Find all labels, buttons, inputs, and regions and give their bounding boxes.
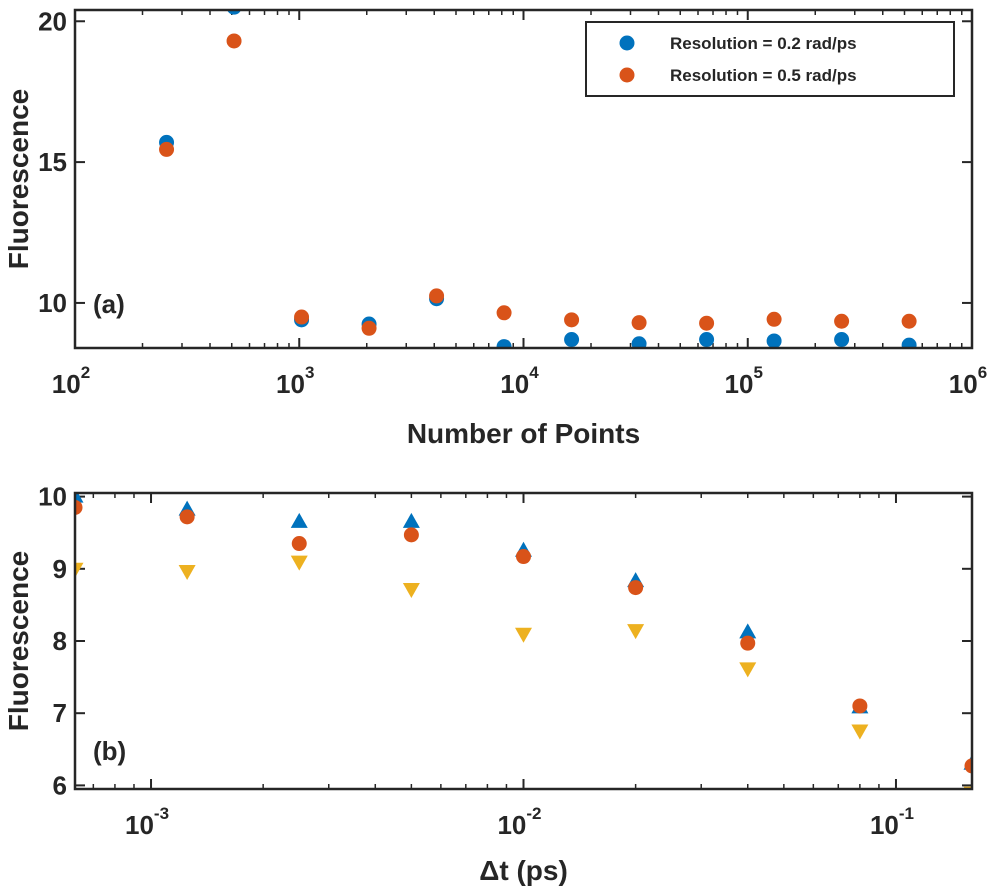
data-point <box>852 698 868 714</box>
y-axis-title: Fluorescence <box>3 551 34 732</box>
data-point <box>766 333 782 348</box>
y-axis-title: Fluorescence <box>3 89 34 270</box>
data-point <box>851 724 869 740</box>
legend-label: Resolution = 0.5 rad/ps <box>670 66 857 85</box>
panel-a: 102 103 104 105 106 10 15 20 Number of Points Flu… <box>3 6 987 449</box>
data-point <box>834 313 850 329</box>
data-point <box>739 623 757 639</box>
x-tick-label: 104 <box>500 363 539 399</box>
data-point <box>178 564 196 580</box>
data-point <box>75 562 84 578</box>
x-tick-exponent: 5 <box>753 363 762 382</box>
panel-label: (a) <box>93 289 125 319</box>
y-tick-label: 9 <box>53 554 67 584</box>
y-tick-label: 20 <box>38 6 67 36</box>
data-point <box>901 313 917 329</box>
x-tick-exponent: 4 <box>529 363 539 382</box>
x-tick-exponent: 6 <box>978 363 987 382</box>
axes-box <box>73 491 974 791</box>
data-point <box>290 555 308 571</box>
y-tick-label: 10 <box>38 482 67 512</box>
x-tick-label: 10-1 <box>870 804 914 840</box>
panel-b: 10-3 10-2 10-1 6 7 8 9 10 Δt (ps) Fluorescence (b) <box>3 482 974 886</box>
data-point <box>739 662 757 678</box>
x-tick-exponent: -3 <box>154 804 169 823</box>
y-tick-label: 6 <box>53 770 67 800</box>
x-tick-label: 102 <box>52 363 90 399</box>
data-point <box>159 141 175 157</box>
data-point <box>75 493 84 503</box>
data-point <box>564 312 580 328</box>
data-point <box>766 311 782 327</box>
data-point <box>631 315 647 331</box>
data-point <box>227 10 242 15</box>
markers <box>75 493 972 789</box>
x-tick-exponent: -2 <box>526 804 541 823</box>
data-point <box>290 512 308 528</box>
data-point <box>291 536 307 552</box>
data-point <box>294 309 310 325</box>
legend-marker <box>619 35 635 51</box>
data-point <box>403 527 419 543</box>
y-tick-label: 15 <box>38 147 67 177</box>
x-tick-exponent: 2 <box>81 363 90 382</box>
panel-label: (b) <box>93 736 126 766</box>
markers <box>159 10 917 348</box>
data-point <box>901 337 917 348</box>
x-tick-label: 103 <box>276 363 314 399</box>
x-tick-label: 10-2 <box>497 804 541 840</box>
legend-marker <box>619 67 635 83</box>
x-tick-exponent: 3 <box>305 363 314 382</box>
data-point <box>361 320 377 336</box>
x-tick-label: 106 <box>949 363 987 399</box>
data-point <box>631 336 647 348</box>
data-point <box>515 627 532 643</box>
y-tick-label: 8 <box>53 626 67 656</box>
data-point <box>402 512 420 528</box>
data-point <box>627 624 645 640</box>
data-point <box>834 332 850 348</box>
data-point <box>964 758 972 774</box>
x-tick-label: 10-3 <box>125 804 169 840</box>
y-tick-label: 10 <box>38 288 67 318</box>
data-point <box>516 549 531 565</box>
data-point <box>496 305 512 321</box>
data-point <box>740 635 756 651</box>
x-tick-label: 105 <box>725 363 763 399</box>
x-tick-exponent: -1 <box>899 804 914 823</box>
legend-box <box>585 21 955 97</box>
x-axis-title: Δt (ps) <box>479 855 568 886</box>
legend: Resolution = 0.2 rad/ps Resolution = 0.5 … <box>585 21 955 97</box>
data-point <box>699 315 715 331</box>
data-point <box>496 339 512 348</box>
y-tick-label: 7 <box>53 698 67 728</box>
data-point <box>75 499 83 515</box>
data-point <box>179 509 195 525</box>
axes-box <box>73 8 974 350</box>
data-point <box>564 332 580 348</box>
legend-label: Resolution = 0.2 rad/ps <box>670 34 857 53</box>
data-point <box>628 580 644 596</box>
data-point <box>226 33 242 49</box>
x-axis-title: Number of Points <box>407 418 640 449</box>
data-point <box>402 583 420 599</box>
data-point <box>699 332 715 348</box>
data-point <box>429 288 445 304</box>
